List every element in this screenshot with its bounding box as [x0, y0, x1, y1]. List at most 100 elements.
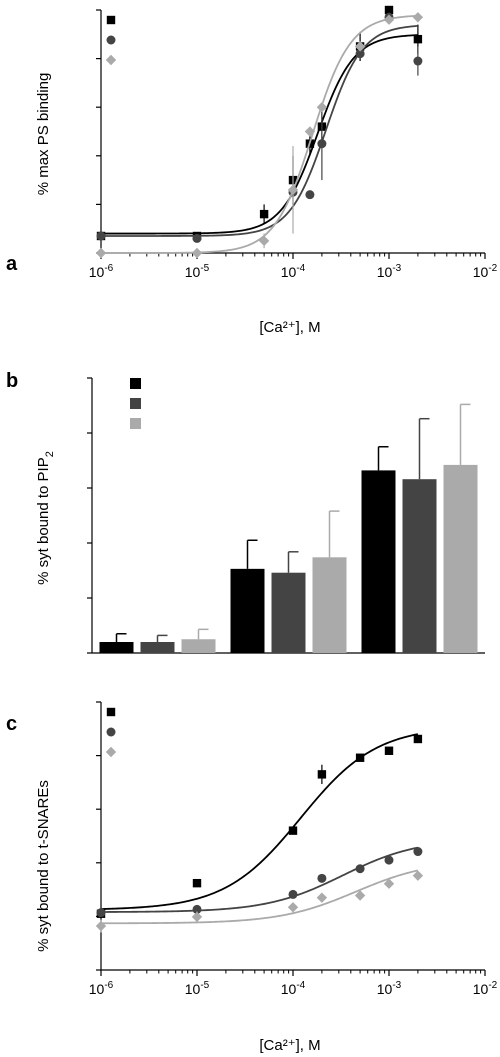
x-tick-label: 10-6 [89, 263, 114, 280]
x-tick-label-base: 10 [185, 981, 201, 997]
x-tick-label: 10-6 [89, 980, 114, 997]
x-tick-label-exponent: -4 [296, 980, 305, 991]
x-tick-label-exponent: -2 [488, 263, 497, 274]
data-point-rk-kk [287, 902, 299, 913]
fit-curve-rk-kk [101, 869, 419, 925]
x-tick-label-exponent: -5 [200, 263, 209, 274]
x-tick-label-base: 10 [473, 264, 489, 280]
x-tick-label-base: 10 [89, 981, 105, 997]
x-tick-label-exponent: -3 [392, 980, 401, 991]
fit-curve-wt [101, 34, 418, 235]
x-tick-label-base: 10 [185, 264, 201, 280]
panel-a-x-axis-label: [Ca²⁺], M [259, 319, 320, 336]
data-point-rk [355, 864, 365, 874]
x-tick-label-base: 10 [377, 264, 393, 280]
panel-b-y-axis-label: % syt bound to PIP2 [35, 451, 56, 585]
bar-rk [140, 642, 175, 653]
bar-wt [99, 642, 134, 653]
data-point-wt [317, 770, 327, 779]
legend-swatch-wt [130, 378, 141, 389]
data-point-rk-kk [287, 184, 299, 196]
data-point-rk-kk [383, 14, 395, 25]
data-point-rk [192, 904, 202, 914]
x-tick-label: 10-3 [377, 980, 402, 997]
panel-b-y-axis-label-main: % syt bound to PIP [35, 457, 52, 585]
bar-rk [402, 479, 437, 653]
bar-rk-kk [312, 557, 347, 653]
data-point-wt [413, 34, 423, 44]
panel-c-x-axis-label: [Ca²⁺], M [259, 1037, 320, 1054]
x-tick-label-exponent: -6 [104, 263, 113, 274]
data-point-rk-kk [316, 102, 328, 113]
x-tick-label-base: 10 [377, 981, 393, 997]
x-tick-label: 10-2 [473, 980, 498, 997]
legend-marker-rk [106, 727, 116, 737]
data-point-rk [317, 139, 327, 149]
data-point-rk-kk [412, 12, 424, 23]
data-point-rk-kk [383, 878, 395, 889]
x-tick-label-exponent: -5 [200, 980, 209, 991]
legend-marker-rk-kk [105, 54, 117, 66]
panel-b-y-axis-label-subscript: 2 [44, 451, 56, 457]
panel-c-y-axis-label: % syt bound to t-SNAREs [35, 780, 52, 952]
data-point-rk-kk [412, 870, 424, 881]
data-point-rk [288, 889, 298, 899]
panel-c: c % syt bound to t-SNAREs [Ca²⁺], M 10-6… [6, 701, 498, 1054]
panel-c-letter: c [6, 713, 17, 735]
x-tick-label: 10-3 [377, 263, 402, 280]
bar-wt [230, 568, 265, 653]
data-point-wt [288, 826, 298, 835]
data-point-rk-kk [95, 920, 107, 932]
legend-marker-rk [106, 35, 116, 45]
data-point-rk [305, 190, 315, 200]
data-point-rk-kk [191, 911, 203, 923]
fit-curve-rk [100, 846, 419, 913]
x-tick-label-exponent: -2 [488, 980, 497, 991]
data-point-rk [96, 908, 106, 918]
x-tick-label-exponent: -4 [296, 263, 305, 274]
x-tick-label: 10-2 [473, 263, 498, 280]
data-point-rk-kk [95, 247, 107, 259]
data-point-wt [259, 209, 269, 219]
data-point-wt [384, 746, 394, 755]
data-point-wt [192, 878, 202, 888]
bar-wt [361, 470, 396, 653]
data-point-rk-kk [316, 892, 328, 903]
legend-swatch-rk [130, 398, 141, 409]
fit-curve-wt [100, 733, 419, 910]
panel-a-y-axis-label: % max PS binding [35, 73, 52, 196]
data-point-rk [413, 56, 423, 66]
x-tick-label: 10-4 [281, 980, 306, 997]
data-point-wt [413, 734, 423, 744]
data-point-rk-kk [191, 247, 203, 259]
data-point-rk-kk [304, 126, 316, 137]
x-tick-label-base: 10 [89, 264, 105, 280]
data-point-rk [413, 847, 423, 857]
data-point-rk [192, 233, 202, 243]
fit-curve-rk-kk [101, 14, 418, 254]
panel-a: a % max PS binding [Ca²⁺], M 10-6 10-5 10-… [6, 5, 498, 336]
x-tick-label: 10-5 [185, 263, 210, 280]
x-tick-label-exponent: -6 [104, 980, 113, 991]
fit-curve-rk [101, 24, 418, 237]
panel-b-letter: b [6, 370, 18, 392]
legend-marker-wt [106, 707, 116, 717]
panel-a-letter: a [6, 253, 18, 275]
data-point-rk-kk [354, 890, 366, 901]
legend-swatch-rk-kk [130, 418, 141, 429]
x-tick-label-base: 10 [281, 981, 297, 997]
legend-marker-wt [106, 15, 116, 25]
bar-rk-kk [443, 464, 478, 653]
x-tick-label-base: 10 [281, 264, 297, 280]
data-point-rk [384, 855, 394, 865]
data-point-wt [355, 753, 365, 762]
data-point-rk [96, 231, 106, 241]
bar-rk [271, 572, 306, 653]
x-tick-label-base: 10 [473, 981, 489, 997]
bar-rk-kk [181, 639, 216, 653]
x-tick-label: 10-4 [281, 263, 306, 280]
data-point-rk-kk [258, 235, 270, 247]
data-point-rk-kk [354, 41, 366, 52]
data-point-wt [384, 5, 394, 15]
